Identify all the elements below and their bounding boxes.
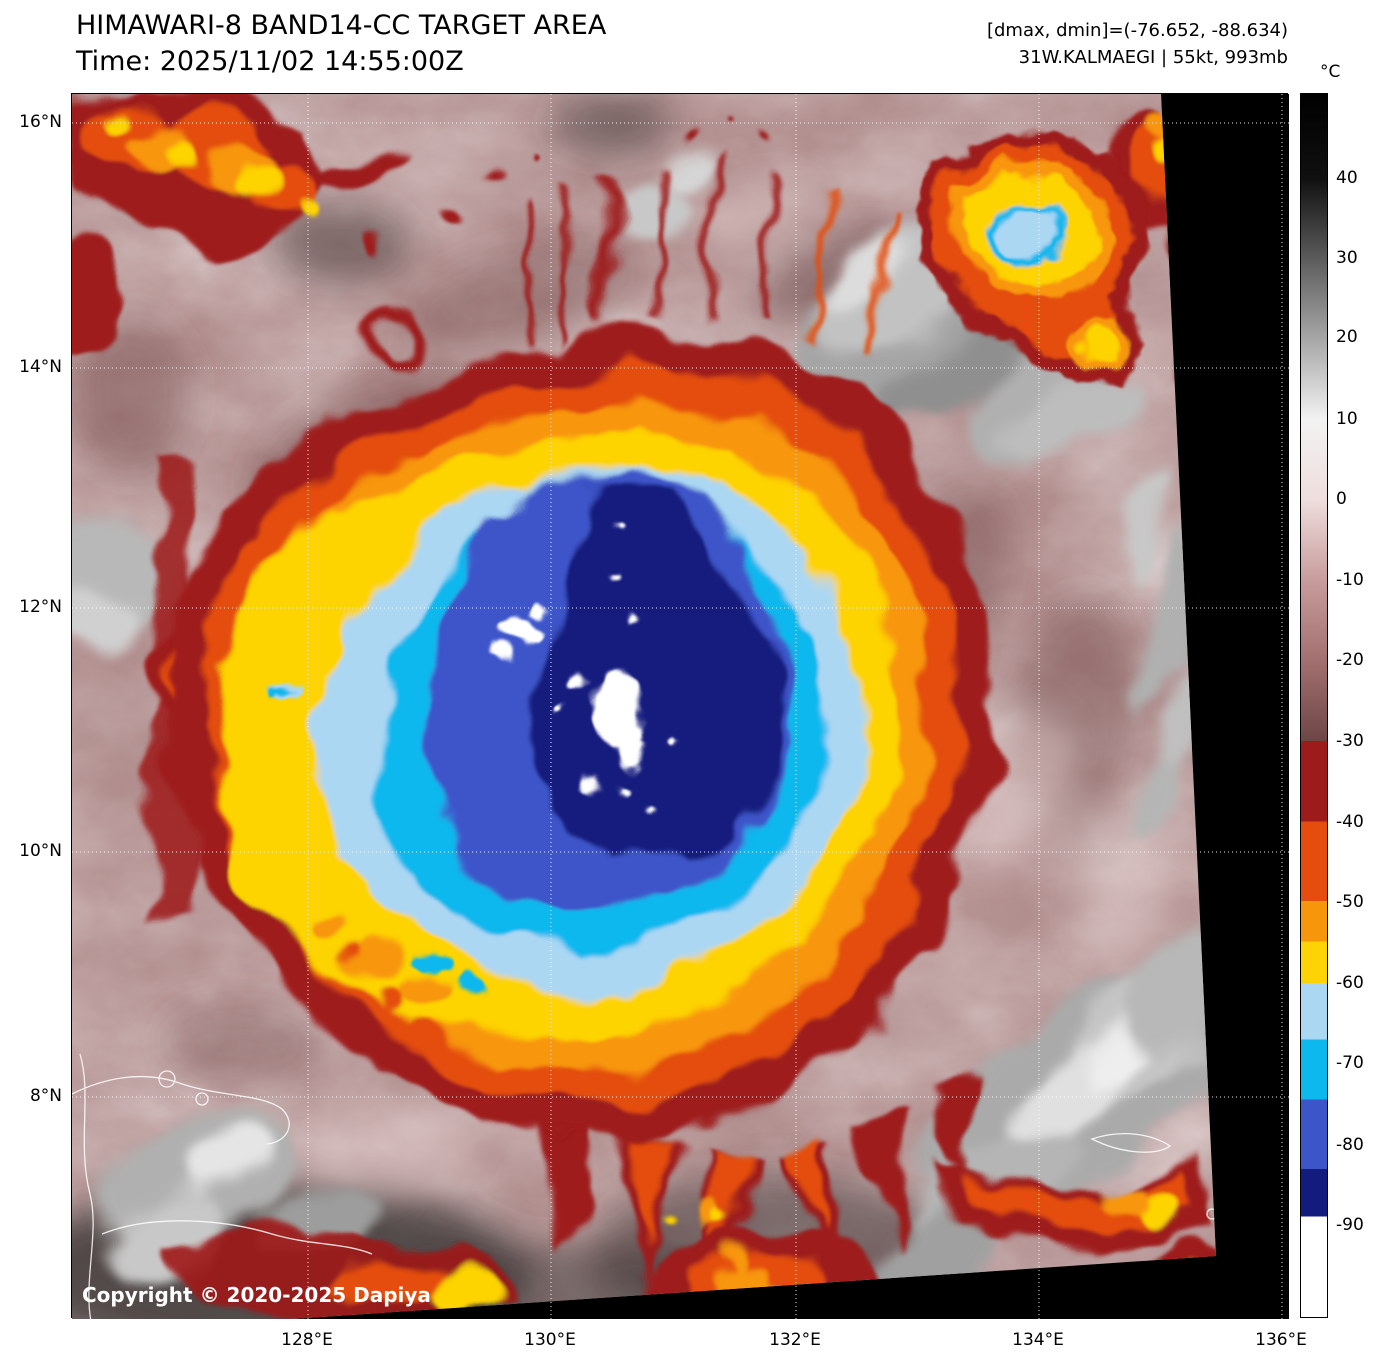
colorbar-tick: -40 — [1336, 812, 1364, 832]
colorbar-tick: -80 — [1336, 1135, 1364, 1155]
satellite-image — [72, 94, 1289, 1319]
lon-tick-label: 136°E — [1255, 1330, 1307, 1350]
colorbar-tick: -50 — [1336, 892, 1364, 912]
colorbar-tick: -60 — [1336, 973, 1364, 993]
colorbar-tick: -70 — [1336, 1053, 1364, 1073]
colorbar-tick: -30 — [1336, 731, 1364, 751]
colorbar-tick: -10 — [1336, 570, 1364, 590]
lat-tick-label: 16°N — [19, 112, 62, 132]
grid-lines — [72, 94, 1289, 1319]
colorbar-tick: -90 — [1336, 1215, 1364, 1235]
satellite-plot — [71, 93, 1289, 1319]
secondary-cold-spot — [917, 132, 1150, 386]
colorbar-unit: °C — [1320, 62, 1341, 82]
colorbar-tick: 10 — [1336, 409, 1358, 429]
lon-tick-label: 130°E — [524, 1330, 576, 1350]
colorbar-tick: 20 — [1336, 327, 1358, 347]
lat-tick-label: 10°N — [19, 841, 62, 861]
colorbar-tick: 40 — [1336, 168, 1358, 188]
lat-tick-label: 14°N — [19, 357, 62, 377]
lon-tick-label: 128°E — [281, 1330, 333, 1350]
colorbar-tick: 30 — [1336, 248, 1358, 268]
copyright-watermark: Copyright © 2020-2025 Dapiya — [82, 1283, 431, 1307]
lon-tick-label: 132°E — [769, 1330, 821, 1350]
storm-readout: 31W.KALMAEGI | 55kt, 993mb — [1018, 47, 1288, 68]
coastlines — [72, 1053, 1216, 1319]
lat-tick-label: 12°N — [19, 597, 62, 617]
colorbar-tick: 0 — [1336, 489, 1347, 509]
colorbar — [1300, 93, 1328, 1318]
dmax-dmin-readout: [dmax, dmin]=(-76.652, -88.634) — [986, 20, 1288, 41]
lon-tick-label: 134°E — [1012, 1330, 1064, 1350]
typhoon-core — [167, 329, 994, 1144]
figure-title: HIMAWARI-8 BAND14-CC TARGET AREA — [76, 10, 607, 41]
cold-pockets — [264, 681, 488, 992]
colorbar-tick: -20 — [1336, 650, 1364, 670]
lat-tick-label: 8°N — [29, 1086, 62, 1106]
overshooting-tops — [491, 520, 677, 810]
timestamp: Time: 2025/11/02 14:55:00Z — [76, 46, 464, 77]
